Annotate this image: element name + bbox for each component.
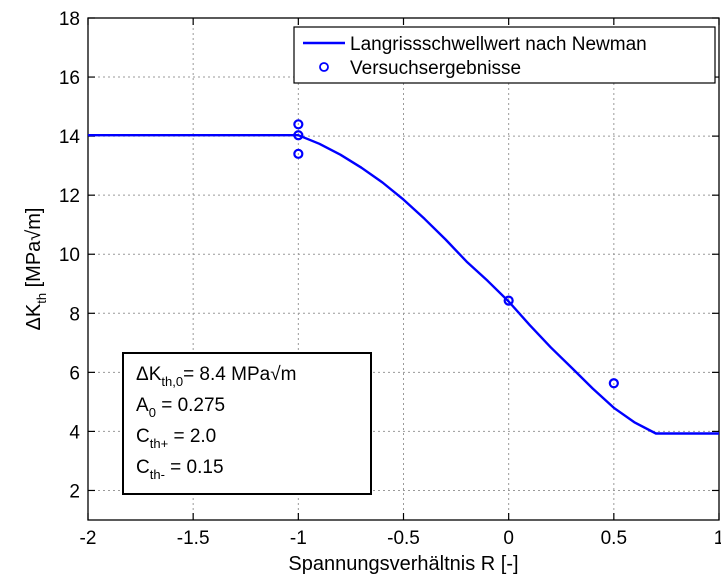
y-tick-label: 6: [69, 363, 80, 384]
x-tick-label: 0: [503, 528, 514, 549]
annotation-line-cth-plus: Cth+ = 2.0: [136, 426, 216, 451]
annotation-line-a0: A0 = 0.275: [136, 395, 225, 420]
y-tick-label: 10: [59, 245, 80, 266]
newman-threshold-line: [88, 133, 719, 435]
x-axis-tick-labels: -2 -1.5 -1 -0.5 0 0.5 1: [80, 528, 721, 549]
y-tick-label: 8: [69, 304, 80, 325]
y-tick-label: 4: [69, 422, 80, 443]
y-tick-label: 2: [69, 481, 80, 502]
x-tick-label: 0.5: [601, 528, 627, 549]
x-axis-title: Spannungsverhältnis R [-]: [288, 553, 518, 575]
annotation-box-frame: [122, 352, 372, 495]
y-axis-tick-labels: 2 4 6 8 10 12 14 16 18: [59, 9, 81, 502]
x-tick-label: -1: [290, 528, 307, 549]
x-tick-label: 1: [714, 528, 721, 549]
x-tick-label: -2: [80, 528, 97, 549]
y-tick-label: 12: [59, 186, 80, 207]
x-tick-label: -1.5: [177, 528, 210, 549]
y-axis-title-main: ΔK: [23, 303, 45, 330]
x-tick-label: -0.5: [387, 528, 420, 549]
data-point-marker: [608, 378, 619, 389]
y-axis-title-unit: [MPa√m]: [23, 208, 45, 293]
legend-entry-versuchsergebnisse: Versuchsergebnisse: [350, 58, 521, 79]
data-point-marker: [293, 119, 304, 130]
y-tick-label: 18: [59, 9, 80, 30]
y-axis-title: ΔKth [MPa√m]: [23, 208, 49, 331]
data-point-marker: [293, 148, 304, 159]
grid-lines: [88, 18, 719, 520]
y-tick-label: 14: [59, 127, 81, 148]
data-point-marker: [503, 295, 514, 306]
experimental-results-markers: [293, 119, 619, 389]
annotation-line-cth-minus: Cth- = 0.15: [136, 457, 224, 482]
legend-entry-newman: Langrissschwellwert nach Newman: [350, 34, 647, 55]
legend-marker-sample: [319, 62, 329, 72]
y-tick-label: 16: [59, 68, 80, 89]
legend-box: [293, 26, 716, 84]
annotation-line-dk-th0: ΔKth,0= 8.4 MPa√m: [136, 364, 296, 389]
y-axis-title-sub: th: [34, 293, 49, 304]
data-point-marker: [293, 130, 304, 141]
parameter-annotation-box: ΔKth,0= 8.4 MPa√m A0 = 0.275 Cth+ = 2.0 …: [122, 352, 372, 495]
legend: Langrissschwellwert nach Newman Versuchs…: [293, 26, 716, 84]
